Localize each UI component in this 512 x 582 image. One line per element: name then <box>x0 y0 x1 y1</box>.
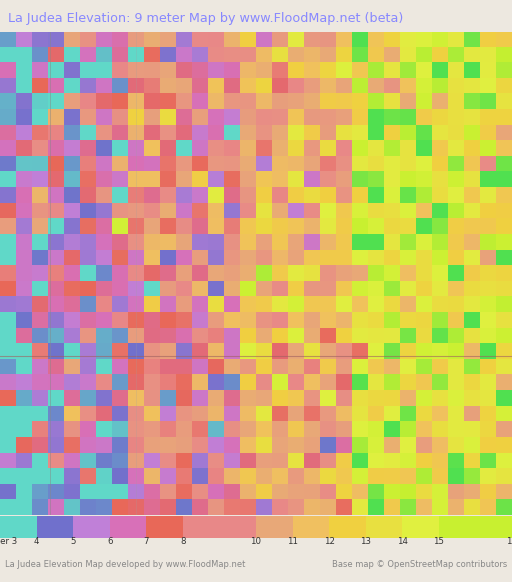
Text: 11: 11 <box>287 537 298 545</box>
Text: 8: 8 <box>180 537 186 545</box>
Text: La Judea Elevation Map developed by www.FloodMap.net: La Judea Elevation Map developed by www.… <box>5 560 245 569</box>
Text: meter 3: meter 3 <box>0 537 17 545</box>
Bar <box>292 516 329 538</box>
Text: Base map © OpenStreetMap contributors: Base map © OpenStreetMap contributors <box>332 560 507 569</box>
Text: 4: 4 <box>34 537 39 545</box>
Text: 17: 17 <box>506 537 512 545</box>
Text: 14: 14 <box>397 537 408 545</box>
Text: 7: 7 <box>143 537 149 545</box>
Bar <box>366 516 402 538</box>
Text: 6: 6 <box>107 537 113 545</box>
Text: 10: 10 <box>250 537 262 545</box>
Text: La Judea Elevation: 9 meter Map by www.FloodMap.net (beta): La Judea Elevation: 9 meter Map by www.F… <box>8 12 403 26</box>
Bar <box>329 516 366 538</box>
Bar <box>36 516 73 538</box>
Text: 13: 13 <box>360 537 371 545</box>
Bar <box>402 516 439 538</box>
Text: 5: 5 <box>70 537 76 545</box>
Bar <box>439 516 512 538</box>
Bar <box>146 516 183 538</box>
Text: 12: 12 <box>324 537 335 545</box>
Text: 15: 15 <box>433 537 444 545</box>
Bar <box>0 516 36 538</box>
Bar <box>110 516 146 538</box>
Bar <box>183 516 256 538</box>
Bar <box>256 516 292 538</box>
Bar <box>73 516 110 538</box>
